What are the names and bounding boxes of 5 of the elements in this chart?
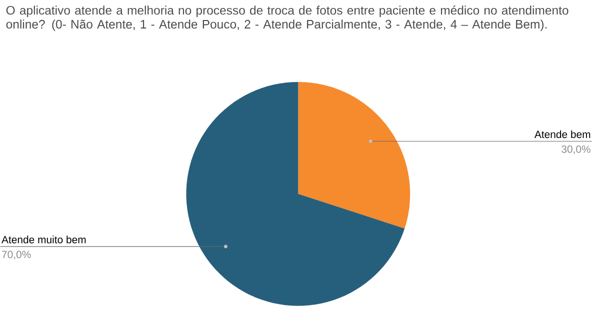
chart-title: O aplicativo atende a melhoria no processo de troca de fotos entre paciente e médico no atendimento online? (0- Não Atente, 1 - Atende Pouco, 2 - Atende Parcialmente, 3 - Atende, 4 – Atende Bem).: [6, 6, 568, 32]
data-label: 30,0%: [562, 146, 590, 154]
data-label: 70,0%: [2, 250, 31, 260]
slice-label: Atende muito bem: [2, 236, 86, 244]
slice-label: Atende bem: [534, 130, 590, 138]
